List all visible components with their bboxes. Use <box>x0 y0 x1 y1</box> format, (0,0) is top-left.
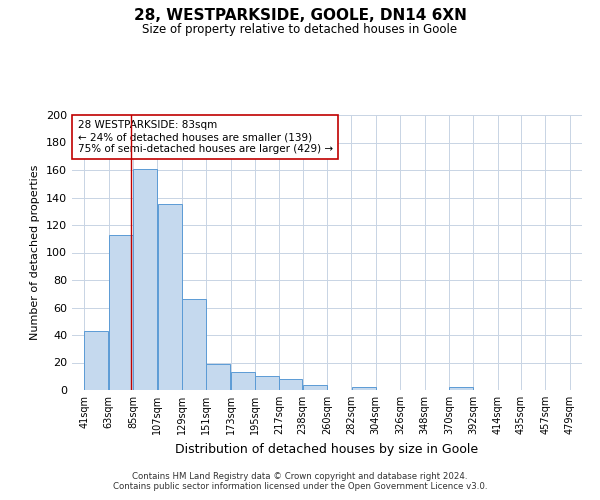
Text: Contains public sector information licensed under the Open Government Licence v3: Contains public sector information licen… <box>113 482 487 491</box>
Bar <box>255 376 279 390</box>
Y-axis label: Number of detached properties: Number of detached properties <box>31 165 40 340</box>
Bar <box>158 204 182 390</box>
Bar <box>352 387 376 390</box>
Bar <box>231 372 255 390</box>
Bar <box>109 234 133 390</box>
Bar <box>449 387 473 390</box>
Text: 28 WESTPARKSIDE: 83sqm
← 24% of detached houses are smaller (139)
75% of semi-de: 28 WESTPARKSIDE: 83sqm ← 24% of detached… <box>77 120 332 154</box>
Bar <box>182 299 206 390</box>
Bar <box>85 331 109 390</box>
Bar <box>206 364 230 390</box>
Text: Size of property relative to detached houses in Goole: Size of property relative to detached ho… <box>142 22 458 36</box>
Text: 28, WESTPARKSIDE, GOOLE, DN14 6XN: 28, WESTPARKSIDE, GOOLE, DN14 6XN <box>134 8 466 22</box>
Bar <box>133 168 157 390</box>
Text: Contains HM Land Registry data © Crown copyright and database right 2024.: Contains HM Land Registry data © Crown c… <box>132 472 468 481</box>
Bar <box>303 384 327 390</box>
Bar <box>280 379 302 390</box>
X-axis label: Distribution of detached houses by size in Goole: Distribution of detached houses by size … <box>175 442 479 456</box>
